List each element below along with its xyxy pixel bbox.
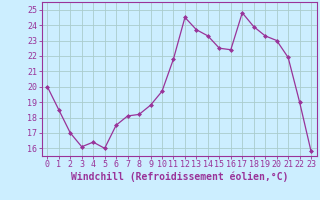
X-axis label: Windchill (Refroidissement éolien,°C): Windchill (Refroidissement éolien,°C) xyxy=(70,172,288,182)
